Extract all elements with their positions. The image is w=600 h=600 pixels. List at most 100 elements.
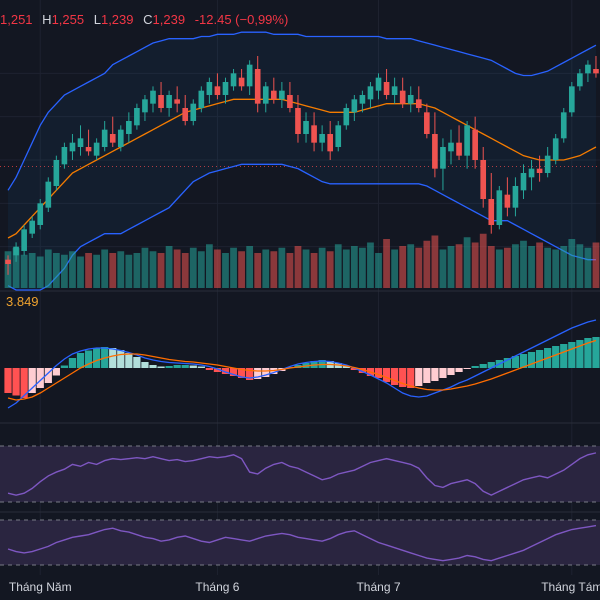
volume-bar [350,246,358,288]
rsi-panel [0,445,600,503]
volume-bar [117,251,125,288]
macd-histogram-bar [149,365,157,368]
bollinger-upper-line [7,31,597,191]
candle-body [77,138,84,147]
volume-bar [399,246,407,288]
macd-histogram-bar [12,368,20,396]
candle-body [512,186,519,208]
candle-body [496,190,503,225]
candle-body [150,90,156,104]
volume-bar [302,249,310,288]
candle-body [45,181,52,208]
candle-body [158,95,164,108]
macd-histogram-bar [527,352,536,368]
x-axis-tick-label: Tháng 7 [356,580,401,594]
close-key: C [143,12,153,27]
volume-bars [4,233,600,288]
macd-histogram-bar [350,368,358,370]
macd-histogram-bar [60,365,69,368]
candle-body [69,142,76,152]
volume-bar [479,233,487,288]
volume-bar [197,251,205,288]
macd-histogram-bar [20,368,28,398]
macd-histogram-bar [92,348,101,368]
candle-body [577,73,583,87]
volume-bar [149,251,157,288]
volume-bar [318,247,326,288]
macd-histogram-bar [229,368,238,376]
candle-body [198,90,205,108]
volume-bar [334,244,342,288]
volume-bar [584,247,592,288]
volume-bar [85,253,92,288]
low-key: L [93,12,101,27]
candle-body [142,99,148,113]
macd-histogram-bar [592,337,600,368]
candle-body [134,108,140,126]
macd-histogram-bar [431,368,439,381]
macd-histogram-bar [382,368,391,382]
volume-bar [391,249,399,288]
volume-bar [560,246,568,288]
candle-body [85,147,92,152]
macd-histogram-bar [560,344,568,368]
change-value: -12.45 (−0,99%) [194,12,289,27]
volume-bar [133,253,141,288]
candle-body [254,69,261,104]
candle-body [464,125,470,156]
volume-bar [254,253,262,288]
macd-histogram-bar [519,354,528,368]
volume-bar [455,244,463,288]
volume-bar [528,246,535,288]
macd-histogram-bar [189,365,197,368]
macd-histogram-bar [157,366,165,368]
candle-body [383,82,390,95]
macd-histogram-bar [358,368,367,373]
volume-bar [181,253,189,288]
macd-histogram-bar [584,338,592,368]
macd-histogram-bar [487,362,495,368]
volume-bar [52,253,60,288]
volume-bar [447,246,455,288]
candle-body [448,142,454,152]
candle-body [367,86,374,100]
candle-body [319,134,325,143]
candle-body [407,95,414,104]
macd-histogram-bar [173,365,181,368]
candle-body [375,77,382,91]
volume-bar [69,251,76,288]
volume-bar [407,244,415,288]
volume-bar [238,251,245,288]
volume-bar [439,249,447,288]
volume-bar [512,244,519,288]
close-value: 1,239 [152,12,186,27]
volume-bar [20,254,28,288]
volume-bar [109,253,117,288]
candle-body [166,95,172,108]
volume-bar [367,242,374,288]
macd-histogram-bar [503,358,512,368]
candle-body [230,73,237,87]
volume-bar [503,247,511,288]
candle-body [593,69,599,74]
macd-histogram-bar [44,368,52,383]
volume-bar [189,247,197,288]
volume-bar [359,247,366,288]
macd-histogram-bar [165,366,173,368]
candle-body [504,194,511,208]
candle-body [440,147,446,169]
macd-histogram-bar [423,368,431,383]
candle-body [37,203,44,225]
volume-bar [165,246,173,288]
candle-body [238,77,245,87]
volume-bar [592,242,600,288]
volume-bar [431,235,439,288]
candle-body [544,155,551,173]
macd-histogram-bar [125,353,133,368]
candle-body [560,112,567,139]
stochastic-band-fill [0,520,600,565]
volume-bar [214,249,221,288]
candle-body [206,82,213,95]
volume-bar [101,249,109,288]
